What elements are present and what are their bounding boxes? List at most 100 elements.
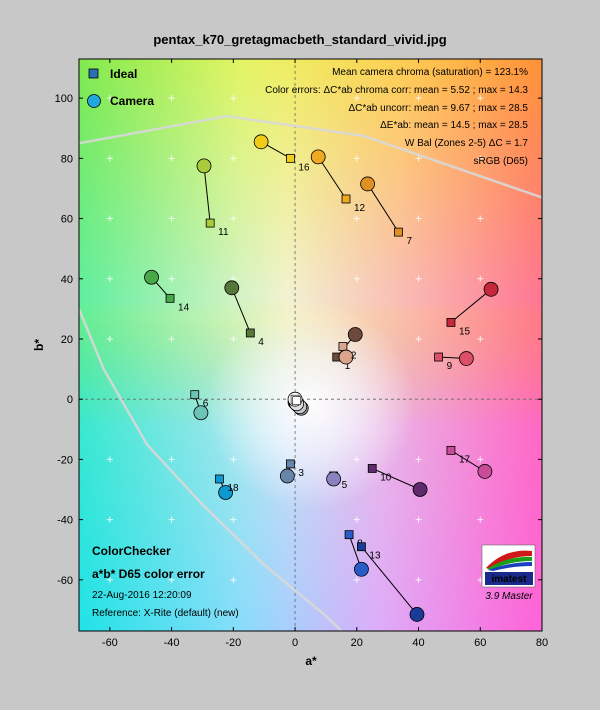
neutral-patches (287, 391, 309, 416)
x-tick-label: 80 (536, 637, 548, 649)
ideal-marker (434, 352, 443, 362)
ideal-marker (286, 153, 295, 163)
grid-marker (168, 456, 175, 463)
grid-marker (353, 456, 360, 463)
x-tick-label: 60 (474, 637, 486, 649)
y-tick-label: -20 (57, 454, 73, 466)
grid-marker (415, 335, 422, 342)
grid-marker (168, 335, 175, 342)
chart-subtitle: a*b* D65 color error (92, 567, 205, 581)
grid-marker (477, 215, 484, 222)
legend-ideal-label: Ideal (110, 67, 137, 81)
x-axis-label: a* (305, 654, 317, 668)
axis-ticks: -60 -40 -20 0 20 40 60 80 -60 -40 -20 0 20 40 60 80 100 (55, 59, 548, 649)
patch-label: 9 (447, 361, 453, 372)
patch-label: 4 (258, 337, 264, 348)
chart-name: ColorChecker (92, 544, 171, 558)
grid-marker (106, 155, 113, 162)
grid-marker (353, 576, 360, 583)
error-line (450, 288, 492, 323)
patch-label: 13 (369, 551, 381, 562)
bottom-annotations: ColorChecker a*b* D65 color error 22-Aug… (92, 544, 239, 619)
grid-marker (230, 456, 237, 463)
ideal-marker (357, 542, 366, 552)
gamut-srgb_top (79, 114, 542, 199)
ideal-marker (446, 445, 456, 455)
stat-color-space: sRGB (D65) (474, 156, 528, 167)
grid-marker (106, 275, 113, 282)
camera-marker (326, 471, 342, 487)
ideal-marker (286, 459, 295, 469)
legend-camera-label: Camera (110, 94, 154, 108)
logo-text: imatest (491, 574, 527, 585)
grid-marker (477, 275, 484, 282)
y-tick-label: 0 (67, 394, 73, 406)
grid-marker (230, 155, 237, 162)
grid-marker (230, 576, 237, 583)
patch-label: 18 (227, 483, 239, 494)
camera-marker (483, 281, 499, 297)
ideal-marker (205, 218, 215, 228)
grid-marker (168, 576, 175, 583)
x-tick-label: -60 (102, 637, 118, 649)
grid-marker (415, 95, 422, 102)
patch-12: 12 (310, 149, 366, 214)
plot-frame (78, 58, 543, 632)
camera-marker (253, 134, 269, 150)
grid-marker (168, 275, 175, 282)
ideal-marker (446, 318, 456, 327)
y-tick-label: 20 (61, 334, 73, 346)
chart-date: 22-Aug-2016 12:20:09 (92, 590, 192, 601)
grid-marker (415, 155, 422, 162)
patch-label: 2 (351, 351, 357, 362)
grid-marker (415, 576, 422, 583)
x-tick-label: 40 (412, 637, 424, 649)
ideal-marker (215, 474, 224, 484)
grid-marker (415, 215, 422, 222)
legend-camera-swatch (87, 94, 101, 108)
ideal-marker (245, 328, 255, 338)
chart-title: pentax_k70_gretagmacbeth_standard_vivid.… (153, 32, 446, 47)
patch-16: 16 (253, 134, 310, 173)
camera-marker (218, 485, 234, 500)
stat-chroma: Mean camera chroma (saturation) = 123.1% (332, 67, 528, 78)
camera-marker (310, 149, 326, 165)
y-tick-label: 80 (61, 153, 73, 165)
grid-marker (230, 335, 237, 342)
patch-9: 9 (434, 351, 474, 372)
camera-marker (224, 280, 240, 296)
patch-label: 1 (345, 361, 351, 372)
ideal-marker (341, 194, 351, 204)
patch-label: 16 (298, 162, 310, 173)
grid-marker (353, 215, 360, 222)
bg-neutral-glow (169, 225, 470, 526)
ideal-marker (165, 293, 175, 303)
grid-marker (415, 516, 422, 523)
legend: Ideal Camera (87, 67, 154, 108)
patch-label: 12 (354, 203, 366, 214)
grid-marker (353, 155, 360, 162)
patch-7: 7 (360, 176, 412, 247)
camera-marker (144, 269, 159, 285)
srgb-gamut-outline (79, 114, 542, 631)
grid-marker (168, 215, 175, 222)
error-line (361, 546, 418, 615)
y-tick-label: 60 (61, 214, 73, 226)
patch-17: 17 (446, 445, 493, 479)
x-tick-label: -40 (164, 637, 180, 649)
patch-label: 11 (218, 227, 229, 238)
patch-label: 3 (298, 468, 304, 479)
error-line (372, 467, 421, 490)
patch-6: 6 (190, 390, 209, 421)
patch-14: 14 (144, 269, 190, 313)
stat-white-balance: W Bal (Zones 2-5) ΔC = 1.7 (405, 138, 529, 149)
patch-label: 15 (459, 326, 471, 337)
patch-label: 17 (459, 454, 471, 465)
grid-marker (106, 215, 113, 222)
camera-marker (412, 482, 428, 497)
grid-marker (230, 95, 237, 102)
x-tick-label: -20 (225, 637, 241, 649)
grid-marker (230, 215, 237, 222)
patch-10: 10 (367, 464, 428, 497)
